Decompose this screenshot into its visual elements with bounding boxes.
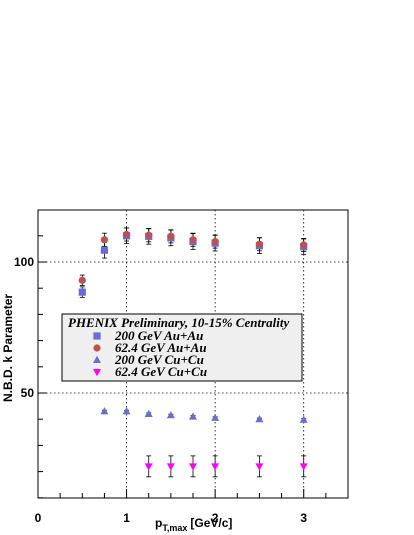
x-tick-label: 1	[123, 511, 130, 525]
y-tick-label: 50	[21, 386, 35, 400]
data-point-series-2	[299, 415, 308, 423]
data-point-series-1	[100, 236, 109, 244]
data-point-series-1	[145, 231, 153, 239]
legend: PHENIX Preliminary, 10-15% Centrality 20…	[61, 313, 303, 382]
data-point-series-3	[166, 463, 175, 471]
legend-marker-2	[93, 355, 101, 363]
data-point-series-2	[122, 407, 131, 415]
data-point-series-0	[100, 246, 109, 254]
data-point-series-2	[166, 411, 175, 419]
data-point-series-3	[189, 463, 197, 471]
legend-marker-1	[93, 344, 101, 352]
data-point-series-0	[78, 288, 86, 296]
data-point-series-2	[255, 415, 264, 423]
legend-marker-3	[93, 369, 101, 377]
legend-label-1: 62.4 GeV Au+Au	[115, 340, 207, 355]
legend-title: PHENIX Preliminary, 10-15% Centrality	[68, 315, 289, 330]
data-point-series-1	[122, 230, 131, 239]
data-point-series-2	[144, 409, 153, 417]
x-tick-label: 0	[35, 511, 42, 525]
y-axis-title: N.B.D. k Parameter	[1, 294, 15, 402]
legend-label-0: 200 GeV Au+Au	[114, 328, 203, 343]
data-point-series-3	[255, 463, 264, 471]
data-point-series-1	[211, 237, 219, 246]
data-point-series-3	[144, 463, 153, 471]
data-point-series-2	[189, 412, 197, 420]
data-point-series-1	[300, 241, 308, 249]
data-points	[78, 230, 308, 471]
legend-label-2: 200 GeV Cu+Cu	[114, 352, 204, 367]
data-point-series-3	[211, 463, 220, 471]
data-point-series-3	[299, 463, 308, 471]
axis-ticks	[37, 235, 349, 499]
data-point-series-1	[255, 240, 264, 248]
data-point-series-1	[189, 236, 197, 244]
data-point-series-2	[100, 407, 109, 415]
y-tick-label: 100	[14, 255, 34, 269]
x-tick-label: 3	[300, 511, 307, 525]
x-tick-label: 2	[212, 511, 219, 525]
data-point-series-1	[78, 276, 86, 284]
x-axis-title: pT,max [GeV/c]	[155, 516, 232, 533]
data-point-series-2	[211, 413, 220, 421]
legend-marker-0	[93, 332, 101, 340]
data-point-series-1	[167, 232, 175, 240]
legend-label-3: 62.4 GeV Cu+Cu	[115, 364, 207, 379]
legend-box	[61, 313, 303, 382]
tick-labels: 0 1 2 3 50 100	[14, 255, 307, 525]
